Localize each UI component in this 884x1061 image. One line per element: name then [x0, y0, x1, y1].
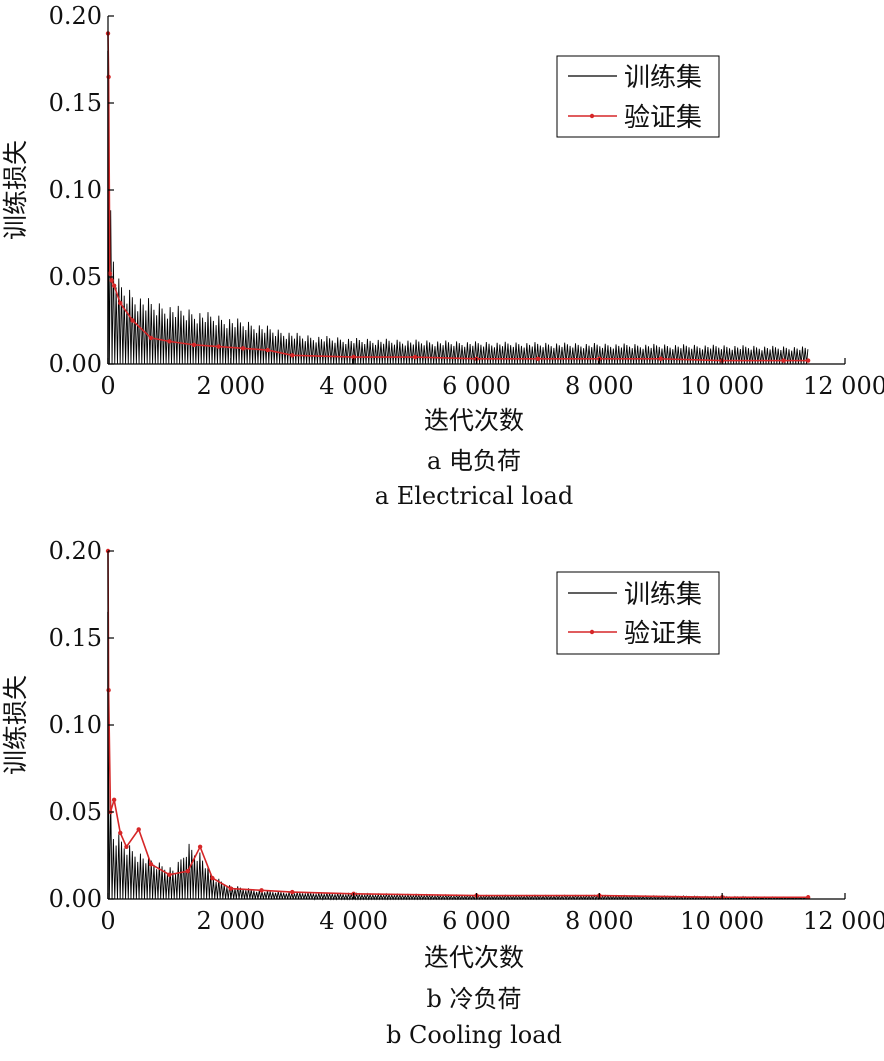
chart-b-val-point: [111, 797, 117, 803]
chart-b-y-tick-label: 0.10: [49, 711, 102, 739]
chart-b-x-tick-label: 2 000: [196, 907, 265, 935]
chart-a-y-tick-label: 0.00: [49, 350, 102, 378]
chart-a-x-tick-label: 10 000: [680, 372, 764, 400]
chart-a-val-point: [191, 342, 197, 348]
chart-a-val-point: [167, 339, 172, 344]
chart-a-val-point: [130, 318, 135, 323]
chart-a-val-point: [106, 74, 111, 80]
chart-b-x-axis-title: 迭代次数: [424, 943, 524, 972]
chart-a-legend-train-label: 训练集: [624, 63, 702, 93]
chart-a-x-tick-label: 2 000: [196, 372, 265, 400]
chart-a-legend-val-marker: [589, 113, 595, 119]
chart-a-val-point: [290, 353, 295, 358]
chart-a-x-axis-title: 迭代次数: [424, 406, 524, 435]
chart-a-x-tick-label: 4 000: [319, 372, 388, 400]
chart-a-val-point: [148, 335, 154, 341]
chart-a-val-point: [351, 354, 356, 360]
chart-b-val-point: [106, 688, 111, 693]
chart-b-val-point: [259, 888, 264, 893]
caption-a-en: a Electrical load: [375, 482, 573, 510]
chart-electrical-load: 0.00 0.05 0.10 0.15 0.20 0 2 000 4 000 6 000 8 00…: [1, 2, 884, 510]
caption-b-en: b Cooling load: [386, 1021, 562, 1049]
chart-b-val-point: [210, 875, 215, 881]
chart-a-legend-box: [556, 55, 720, 138]
chart-b-y-tick-label: 0.05: [49, 798, 102, 826]
chart-b-y-tick-label: 0.15: [49, 624, 102, 652]
chart-b-val-series-line: [107, 550, 809, 899]
caption-b-cn: b 冷负荷: [427, 985, 522, 1013]
caption-a-cn: a 电负荷: [427, 447, 521, 475]
chart-a-val-point: [412, 354, 418, 360]
chart-a-y-tick-label: 0.05: [49, 263, 102, 291]
chart-a-val-point: [107, 271, 113, 276]
chart-b-ticks: 0.00 0.05 0.10 0.15 0.20 0 2 000 4 000 6 000 8 00…: [49, 537, 884, 935]
chart-b-val-point: [805, 895, 811, 900]
chart-a-legend: 训练集 验证集: [556, 55, 720, 138]
chart-a-val-point: [109, 278, 114, 283]
chart-b-legend-train-label: 训练集: [624, 580, 702, 610]
chart-b-val-point: [124, 844, 129, 849]
chart-a-legend-val-label: 验证集: [624, 103, 702, 133]
chart-a-y-axis-title: 训练损失: [1, 140, 30, 240]
chart-b-val-point: [197, 844, 203, 849]
chart-a-val-point: [118, 300, 123, 306]
chart-b-val-point: [136, 827, 141, 832]
chart-b-x-tick-label: 12 000: [803, 907, 884, 935]
chart-b-x-tick-label: 8 000: [565, 907, 634, 935]
chart-a-val-point: [658, 356, 663, 361]
chart-a-y-tick-label: 0.15: [49, 89, 102, 117]
chart-b-x-tick-label: 10 000: [680, 907, 764, 935]
chart-b-val-point: [148, 862, 154, 867]
chart-a-y-tick-label: 0.10: [49, 176, 102, 204]
chart-a-val-point: [216, 344, 221, 349]
chart-a-val-point: [240, 346, 246, 351]
chart-b-val-point: [185, 868, 191, 874]
chart-a-val-point: [111, 283, 117, 288]
chart-a-val-point: [781, 358, 786, 363]
chart-a-train-series-line: [107, 129, 809, 365]
chart-b-y-tick-label: 0.00: [49, 885, 102, 913]
chart-a-x-tick-label: 8 000: [565, 372, 634, 400]
chart-b-val-point: [118, 830, 123, 836]
chart-a-val-point: [265, 347, 270, 353]
chart-a-y-tick-label: 0.20: [49, 2, 102, 30]
chart-b-legend-val-marker: [589, 629, 595, 635]
chart-b-x-tick-label: 6 000: [442, 907, 511, 935]
chart-a-x-tick-label: 12 000: [803, 372, 884, 400]
chart-a-x-tick-label: 6 000: [442, 372, 511, 400]
chart-b-x-tick-label: 4 000: [319, 907, 388, 935]
chart-b-val-point: [228, 886, 234, 891]
chart-b-legend-val-label: 验证集: [624, 619, 702, 649]
chart-a-ticks: 0.00 0.05 0.10 0.15 0.20 0 2 000 4 000 6 000 8 00…: [49, 2, 884, 400]
chart-b-legend-box: [556, 571, 720, 655]
chart-a-x-tick-label: 0: [100, 372, 115, 400]
chart-cooling-load: 0.00 0.05 0.10 0.15 0.20 0 2 000 4 000 6 000 8 00…: [1, 537, 884, 1049]
chart-b-train-series-line: [107, 683, 809, 901]
chart-a-val-point: [805, 358, 811, 363]
chart-b-val-point: [167, 872, 172, 877]
chart-a-val-point: [535, 356, 541, 361]
chart-b-y-axis-title: 训练损失: [1, 675, 30, 775]
chart-b-x-tick-label: 0: [100, 907, 115, 935]
chart-b-y-tick-label: 0.20: [49, 537, 102, 565]
chart-b-val-point: [290, 889, 295, 895]
chart-b-legend: 训练集 验证集: [556, 571, 720, 655]
